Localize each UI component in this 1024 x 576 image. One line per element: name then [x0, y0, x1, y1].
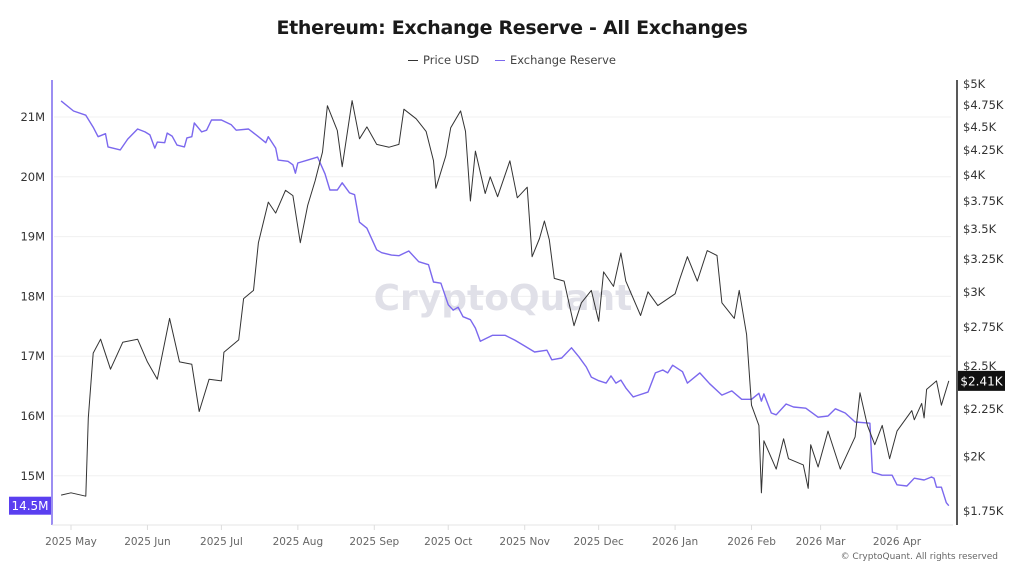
- right-tick-label: $3.75K: [963, 194, 1004, 208]
- x-tick-label: 2025 Jun: [124, 536, 170, 548]
- legend: Price USD Exchange Reserve: [0, 50, 1024, 67]
- reserve-current-label: 14.5M: [11, 499, 48, 513]
- right-tick-label: $1.75K: [963, 504, 1004, 518]
- x-tick-label: 2026 Jan: [652, 536, 698, 548]
- x-tick-label: 2025 Nov: [499, 536, 550, 548]
- left-tick-label: 18M: [20, 289, 45, 303]
- right-tick-label: $3K: [963, 285, 986, 299]
- right-tick-label: $2.75K: [963, 320, 1004, 334]
- legend-item-price[interactable]: Price USD: [407, 53, 480, 68]
- series-line-exchange-reserve: [60, 100, 950, 507]
- x-tick-label: 2025 Dec: [573, 536, 624, 548]
- copyright-footer: © CryptoQuant. All rights reserved: [840, 552, 998, 562]
- right-tick-label: $4K: [963, 168, 986, 182]
- left-tick-label: 19M: [20, 230, 45, 244]
- right-tick-label: $3.25K: [963, 252, 1004, 266]
- right-tick-label: $3.5K: [963, 222, 997, 236]
- x-tick-label: 2025 Sep: [349, 536, 399, 548]
- right-tick-label: $2.25K: [963, 402, 1004, 416]
- x-tick-label: 2025 Aug: [273, 536, 324, 548]
- left-tick-label: 15M: [20, 469, 45, 483]
- left-tick-label: 16M: [20, 409, 45, 423]
- x-tick-label: 2026 Apr: [873, 536, 922, 548]
- legend-label-price: Price USD: [422, 53, 480, 68]
- series-line-price-usd: [60, 100, 950, 497]
- legend-label-reserve: Exchange Reserve: [509, 53, 617, 68]
- left-tick-label: 17M: [20, 349, 45, 363]
- x-tick-label: 2025 Jul: [200, 536, 243, 548]
- x-tick-label: 2026 Feb: [727, 536, 776, 548]
- x-tick-label: 2025 Oct: [424, 536, 472, 548]
- legend-item-reserve[interactable]: Exchange Reserve: [494, 53, 617, 68]
- legend-swatch-price: [407, 59, 418, 61]
- price-current-marker: [958, 370, 1005, 391]
- left-tick-label: 21M: [20, 110, 45, 124]
- x-tick-label: 2025 May: [45, 536, 97, 548]
- right-tick-label: $4.5K: [963, 120, 997, 134]
- right-tick-label: $4.75K: [963, 98, 1004, 112]
- right-tick-label: $5K: [963, 77, 986, 91]
- right-tick-label: $2K: [963, 450, 986, 464]
- right-tick-label: $4.25K: [963, 143, 1004, 157]
- right-tick-label: $2.5K: [963, 359, 997, 373]
- x-tick-label: 2026 Mar: [796, 536, 847, 548]
- price-current-label: $2.41K: [960, 374, 1003, 388]
- left-tick-label: 20M: [20, 170, 45, 184]
- watermark: CryptoQuant: [374, 278, 633, 319]
- chart-title: Ethereum: Exchange Reserve - All Exchang…: [276, 17, 748, 39]
- reserve-current-marker: [9, 496, 51, 515]
- legend-swatch-reserve: [494, 59, 505, 61]
